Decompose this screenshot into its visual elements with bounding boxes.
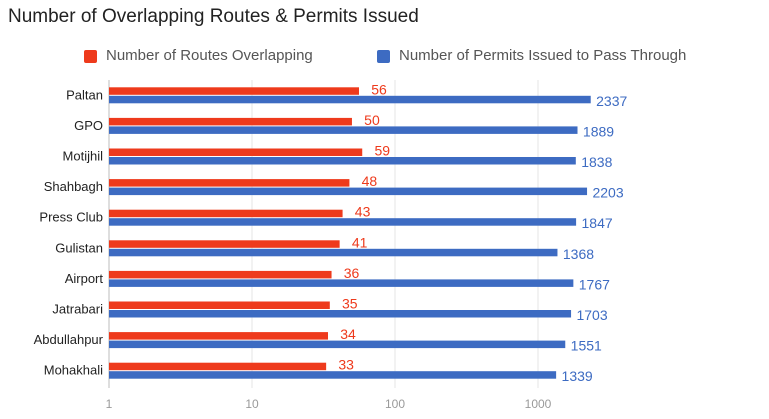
permits-data-label-airport: 1767 (579, 276, 610, 292)
x-tick-label-1: 1 (106, 397, 113, 411)
permits-data-label-gpo: 1889 (583, 123, 614, 139)
routes-bar-abdullahpur (109, 332, 329, 340)
y-tick-label-abdullahpur: Abdullahpur (34, 332, 104, 347)
legend-label-routes: Number of Routes Overlapping (106, 47, 313, 64)
y-tick-label-mohakhali: Mohakhali (44, 363, 103, 378)
routes-data-label-shahbagh: 48 (362, 173, 378, 189)
legend-swatch-routes (84, 50, 97, 63)
routes-data-label-gpo: 50 (364, 112, 380, 128)
permits-bar-abdullahpur (109, 340, 566, 349)
permits-bar-press-club (109, 218, 577, 226)
chart-title: Number of Overlapping Routes & Permits I… (8, 6, 419, 27)
permits-data-label-press-club: 1847 (582, 215, 613, 231)
permits-bar-jatrabari (109, 310, 572, 318)
permits-bar-paltan (109, 95, 591, 104)
routes-data-label-abdullahpur: 34 (340, 326, 356, 342)
routes-bar-gpo (109, 117, 352, 126)
y-tick-label-gulistan: Gulistan (55, 240, 103, 255)
y-tick-label-shahbagh: Shahbagh (44, 179, 103, 194)
routes-bar-jatrabari (109, 301, 330, 309)
permits-data-label-mohakhali: 1339 (562, 368, 593, 384)
routes-data-label-gulistan: 41 (352, 234, 368, 250)
permits-bar-gpo (109, 126, 578, 134)
y-tick-label-airport: Airport (65, 271, 104, 286)
permits-bar-gulistan (109, 248, 558, 257)
routes-data-label-press-club: 43 (355, 204, 371, 220)
routes-data-label-jatrabari: 35 (342, 296, 358, 312)
y-tick-label-jatrabari: Jatrabari (52, 302, 103, 317)
y-tick-label-paltan: Paltan (66, 87, 103, 102)
permits-data-label-jatrabari: 1703 (576, 307, 607, 323)
y-tick-label-gpo: GPO (74, 118, 103, 133)
permits-data-label-abdullahpur: 1551 (571, 338, 602, 354)
legend-swatch-permits (377, 50, 390, 63)
y-tick-label-press-club: Press Club (39, 210, 103, 225)
x-tick-label-1000: 1000 (525, 397, 552, 411)
permits-data-label-motijhil: 1838 (581, 154, 612, 170)
permits-bar-motijhil (109, 157, 576, 165)
legend: Number of Routes Overlapping Number of P… (0, 44, 769, 68)
x-tick-label-100: 100 (385, 397, 405, 411)
permits-bar-airport (109, 279, 574, 287)
y-tick-label-motijhil: Motijhil (63, 149, 104, 164)
legend-label-permits: Number of Permits Issued to Pass Through (399, 47, 687, 64)
routes-data-label-motijhil: 59 (374, 143, 390, 159)
routes-data-label-airport: 36 (344, 265, 360, 281)
routes-bar-shahbagh (109, 179, 350, 187)
x-tick-label-10: 10 (245, 397, 259, 411)
routes-bar-press-club (109, 209, 343, 218)
permits-bar-shahbagh (109, 187, 588, 196)
routes-bar-motijhil (109, 148, 363, 156)
routes-data-label-mohakhali: 33 (338, 357, 354, 373)
permits-data-label-gulistan: 1368 (563, 246, 594, 262)
routes-bar-gulistan (109, 240, 340, 248)
routes-bar-mohakhali (109, 362, 327, 371)
routes-bar-airport (109, 270, 332, 279)
permits-data-label-shahbagh: 2203 (592, 185, 623, 201)
permits-data-label-paltan: 2337 (596, 93, 627, 109)
routes-bar-paltan (109, 87, 359, 95)
permits-bar-mohakhali (109, 371, 557, 379)
routes-data-label-paltan: 56 (371, 81, 387, 97)
